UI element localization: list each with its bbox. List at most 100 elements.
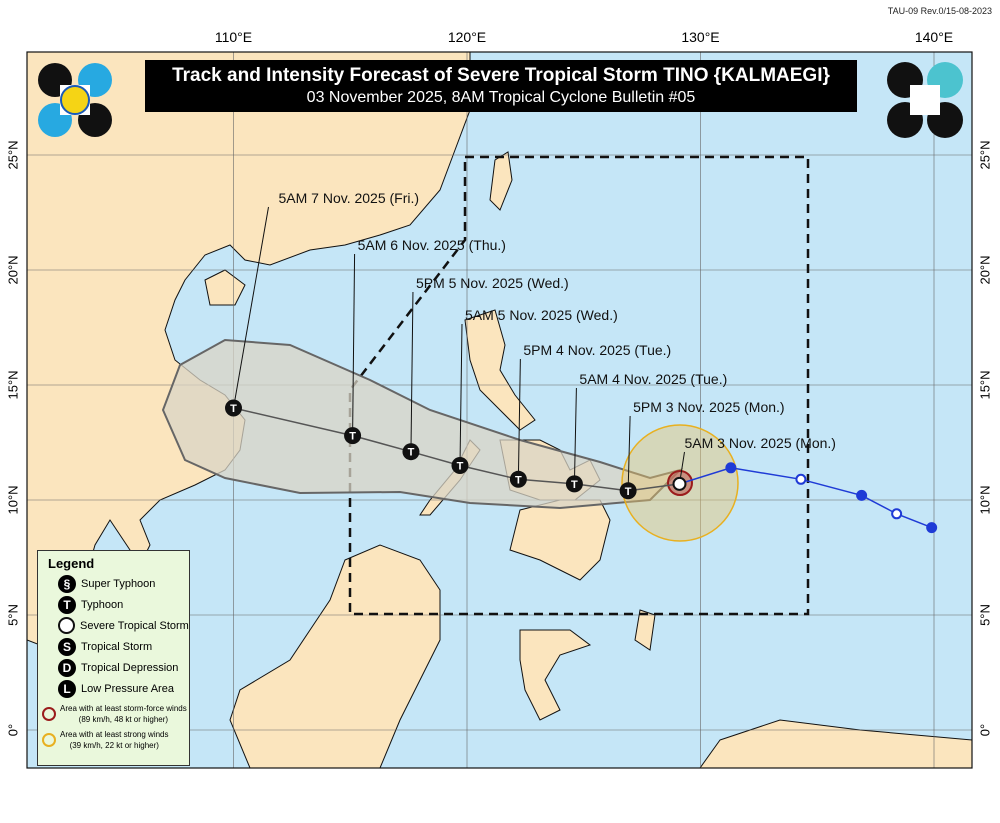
severe-tropical-storm-icon [672,476,687,491]
lon-label: 120°E [448,29,486,45]
lat-label: 20°N [977,255,992,284]
legend-area-item: Area with at least strong winds (39 km/h,… [38,729,189,751]
svg-text:T: T [349,431,356,443]
past-track-point [795,473,807,485]
label-leader [233,206,269,409]
lon-label: 140°E [915,29,953,45]
low-pressure-area-icon: L [58,679,76,698]
legend-item: § Super Typhoon [38,573,189,594]
svg-text:T: T [625,486,632,498]
lat-label: 15°N [977,370,992,399]
lon-label: 110°E [215,29,252,45]
lat-label: 0° [5,724,20,736]
lat-label: 25°N [977,140,992,169]
lat-label: 5°N [5,604,20,626]
tropical-depression-icon: D [58,658,76,677]
legend-area-detail: (89 km/h, 48 kt or higher) [78,715,169,724]
legend-item: S Tropical Storm [38,636,189,657]
title-banner: Track and Intensity Forecast of Severe T… [145,60,857,112]
typhoon-icon [565,475,583,493]
tropical-storm-icon: S [58,637,76,656]
svg-text:T: T [230,403,237,415]
legend-item: L Low Pressure Area [38,678,189,699]
past-track-point [856,489,868,501]
map-title: Track and Intensity Forecast of Severe T… [172,65,830,86]
ring-icon [42,707,56,721]
svg-text:T: T [515,474,522,486]
label-leader [517,358,521,480]
forecast-point-label: 5PM 4 Nov. 2025 (Tue.) [523,342,671,358]
legend-label: Typhoon [81,598,124,611]
legend-label: Super Typhoon [81,577,156,590]
dost-logo [887,62,963,138]
legend-label: Tropical Depression [81,661,179,674]
label-leader [352,253,356,436]
axis-labels: 110°E 120°E 130°E 140°E 25°N 25°N 20°N 20°N 15°N… [5,29,992,736]
typhoon-icon [509,470,527,488]
borneo [229,544,441,768]
legend-label: Tropical Storm [81,640,153,653]
luzon [464,309,536,431]
pagasa-logo [38,63,112,137]
legend-label: Low Pressure Area [81,682,174,695]
legend-area-detail: (39 km/h, 22 kt or higher) [69,741,159,750]
past-track-point [891,508,903,520]
lat-label: 5°N [977,604,992,626]
new-guinea [699,719,972,768]
past-track-point [926,522,938,534]
ring-icon [42,733,56,747]
legend: Legend § Super Typhoon T Typhoon Severe Trop… [37,550,190,766]
typhoon-icon [402,443,420,461]
graticule [27,52,972,768]
label-leader [459,323,463,466]
forecast-point-label: 5AM 5 Nov. 2025 (Wed.) [465,307,618,323]
legend-item: Severe Tropical Storm [38,615,189,636]
legend-item: T Typhoon [38,594,189,615]
label-leader [410,291,414,452]
typhoon-icon: T [58,595,76,614]
legend-item: D Tropical Depression [38,657,189,678]
lon-label: 130°E [681,29,719,45]
legend-label: Severe Tropical Storm [80,619,189,632]
legend-title: Legend [48,556,95,571]
past-track-line [679,467,932,529]
lat-label: 0° [977,724,992,736]
lat-label: 10°N [977,485,992,514]
legend-area-label: Area with at least strong winds [60,730,169,739]
hainan [204,269,246,306]
typhoon-icon [225,399,242,417]
taiwan [489,151,513,211]
forecast-point-label: 5PM 5 Nov. 2025 (Wed.) [416,275,569,291]
forecast-point-label: 5AM 3 Nov. 2025 (Mon.) [684,435,835,451]
revision-code: TAU-09 Rev.0/15-08-2023 [887,6,992,16]
past-track-point [725,462,737,474]
svg-text:T: T [571,479,578,491]
legend-area-item: Area with at least storm-force winds (89 … [38,703,189,725]
typhoon-icon [451,457,469,474]
lat-label: 15°N [5,370,20,399]
track-layer: 5AM 3 Nov. 2025 (Mon.) 5PM 3 Nov. 2025 (M… [225,190,938,534]
lat-label: 25°N [5,140,20,169]
par-boundary [348,155,810,616]
forecast-point-label: 5AM 6 Nov. 2025 (Thu.) [358,237,506,253]
lat-label: 10°N [5,485,20,514]
halmahera [634,609,656,651]
forecast-point-label: 5AM 7 Nov. 2025 (Fri.) [279,190,420,206]
lat-label: 20°N [5,255,20,284]
typhoon-icon [344,427,362,445]
label-leader [627,415,631,491]
forecast-point-label: 5AM 4 Nov. 2025 (Tue.) [579,371,727,387]
forecast-track-line [233,407,680,492]
super-typhoon-icon: § [58,574,76,593]
legend-area-label: Area with at least storm-force winds [60,704,187,713]
label-leader [573,387,577,484]
forecast-cone [161,338,684,510]
typhoon-icon [619,482,637,500]
severe-tropical-storm-icon [58,617,75,634]
svg-text:T: T [408,447,415,459]
svg-text:T: T [457,461,464,473]
map-subtitle: 03 November 2025, 8AM Tropical Cyclone B… [306,89,696,106]
sulawesi [519,629,592,721]
forecast-point-label: 5PM 3 Nov. 2025 (Mon.) [633,399,784,415]
